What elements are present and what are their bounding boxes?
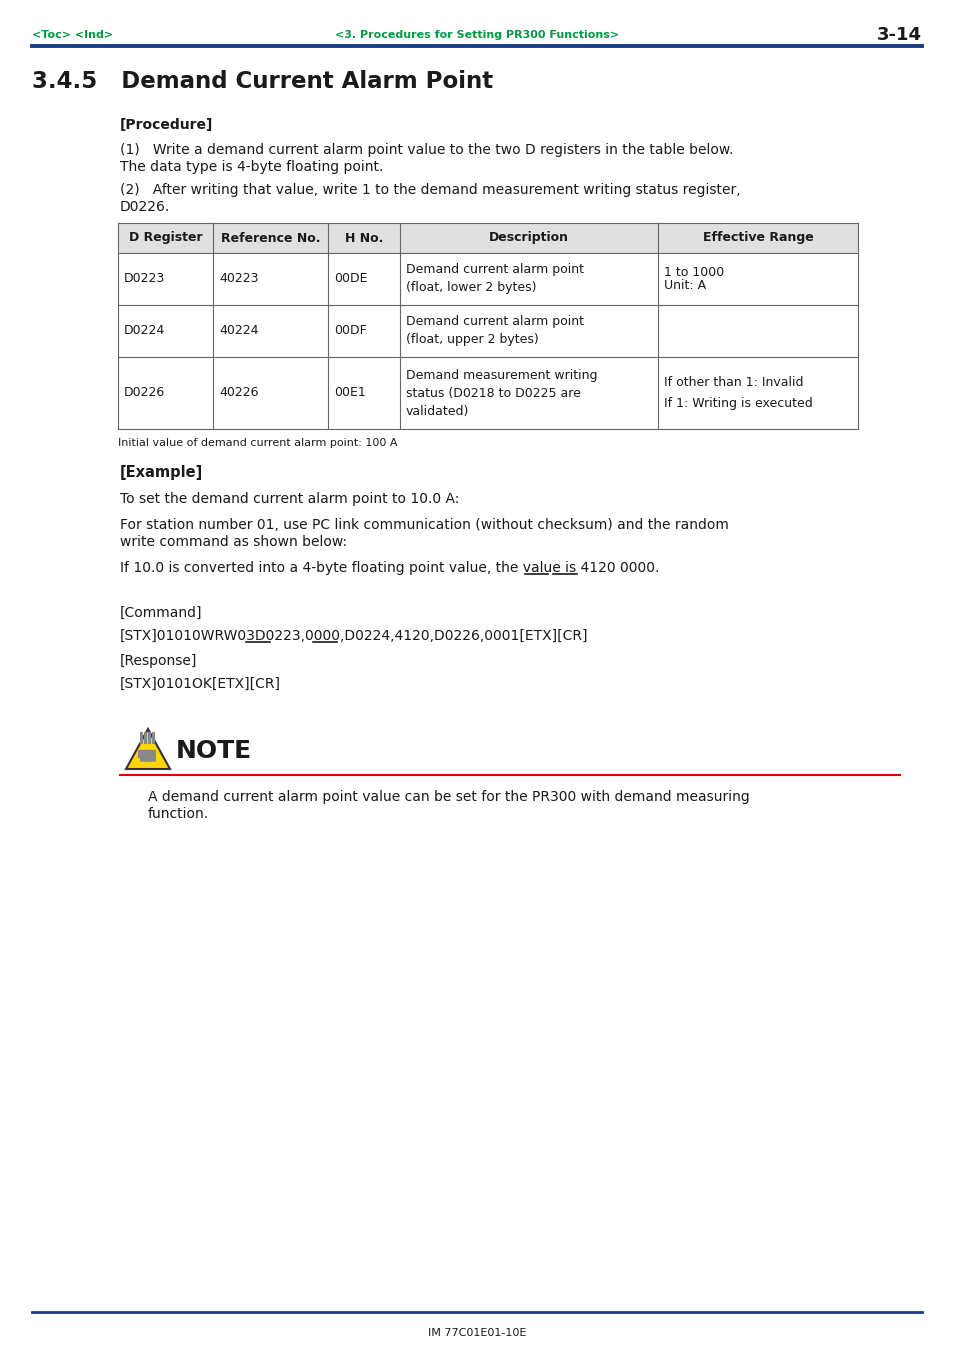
Text: [Example]: [Example] xyxy=(120,466,203,481)
Text: [Command]: [Command] xyxy=(120,607,202,620)
Text: Reference No.: Reference No. xyxy=(220,231,320,245)
Text: For station number 01, use PC link communication (without checksum) and the rand: For station number 01, use PC link commu… xyxy=(120,517,728,532)
Text: [Procedure]: [Procedure] xyxy=(120,118,213,132)
Bar xyxy=(149,732,152,744)
Text: Demand measurement writing: Demand measurement writing xyxy=(406,369,597,381)
Text: 40224: 40224 xyxy=(219,324,258,338)
Text: D0226: D0226 xyxy=(124,386,165,400)
Text: (2)   After writing that value, write 1 to the demand measurement writing status: (2) After writing that value, write 1 to… xyxy=(120,182,740,197)
Bar xyxy=(144,732,148,744)
Bar xyxy=(152,732,155,744)
Text: [STX]01010WRW03D0223,0000,D0224,4120,D0226,0001[ETX][CR]: [STX]01010WRW03D0223,0000,D0224,4120,D02… xyxy=(120,630,588,643)
Text: (float, upper 2 bytes): (float, upper 2 bytes) xyxy=(406,334,538,346)
Text: Initial value of demand current alarm point: 100 A: Initial value of demand current alarm po… xyxy=(118,438,397,449)
Text: Description: Description xyxy=(489,231,568,245)
Text: If 10.0 is converted into a 4-byte floating point value, the value is 4120 0000.: If 10.0 is converted into a 4-byte float… xyxy=(120,561,659,576)
Text: D0224: D0224 xyxy=(124,324,165,338)
Text: 3.4.5   Demand Current Alarm Point: 3.4.5 Demand Current Alarm Point xyxy=(32,70,493,93)
Text: 40226: 40226 xyxy=(219,386,258,400)
Text: If 1: Writing is executed: If 1: Writing is executed xyxy=(663,397,812,411)
Text: 40223: 40223 xyxy=(219,273,258,285)
Text: <3. Procedures for Setting PR300 Functions>: <3. Procedures for Setting PR300 Functio… xyxy=(335,30,618,41)
Text: Demand current alarm point: Demand current alarm point xyxy=(406,316,583,328)
Text: D0226.: D0226. xyxy=(120,200,170,213)
Text: D Register: D Register xyxy=(129,231,202,245)
Text: A demand current alarm point value can be set for the PR300 with demand measurin: A demand current alarm point value can b… xyxy=(148,790,749,804)
Text: (1)   Write a demand current alarm point value to the two D registers in the tab: (1) Write a demand current alarm point v… xyxy=(120,143,733,157)
Text: status (D0218 to D0225 are: status (D0218 to D0225 are xyxy=(406,386,580,400)
Text: 00DF: 00DF xyxy=(334,324,366,338)
Text: [STX]0101OK[ETX][CR]: [STX]0101OK[ETX][CR] xyxy=(120,677,281,690)
Text: validated): validated) xyxy=(406,404,469,417)
Text: 00DE: 00DE xyxy=(334,273,367,285)
Text: write command as shown below:: write command as shown below: xyxy=(120,535,347,549)
Bar xyxy=(140,732,143,744)
FancyBboxPatch shape xyxy=(140,750,156,762)
Text: H No.: H No. xyxy=(344,231,383,245)
Bar xyxy=(118,223,857,253)
Text: 1 to 1000: 1 to 1000 xyxy=(663,266,723,280)
Text: IM 77C01E01-10E: IM 77C01E01-10E xyxy=(427,1328,526,1337)
Text: The data type is 4-byte floating point.: The data type is 4-byte floating point. xyxy=(120,159,383,174)
Text: Effective Range: Effective Range xyxy=(702,231,813,245)
Text: <Toc> <Ind>: <Toc> <Ind> xyxy=(32,30,113,41)
Text: Demand current alarm point: Demand current alarm point xyxy=(406,263,583,277)
Polygon shape xyxy=(126,730,170,769)
Text: If other than 1: Invalid: If other than 1: Invalid xyxy=(663,376,802,389)
Text: 3-14: 3-14 xyxy=(876,26,921,45)
Text: [Response]: [Response] xyxy=(120,654,197,667)
Text: Unit: A: Unit: A xyxy=(663,278,705,292)
Text: 00E1: 00E1 xyxy=(334,386,365,400)
Text: To set the demand current alarm point to 10.0 A:: To set the demand current alarm point to… xyxy=(120,492,459,507)
Text: NOTE: NOTE xyxy=(175,739,252,763)
Text: function.: function. xyxy=(148,807,209,821)
Text: (float, lower 2 bytes): (float, lower 2 bytes) xyxy=(406,281,536,295)
Text: D0223: D0223 xyxy=(124,273,165,285)
Bar xyxy=(138,750,142,758)
